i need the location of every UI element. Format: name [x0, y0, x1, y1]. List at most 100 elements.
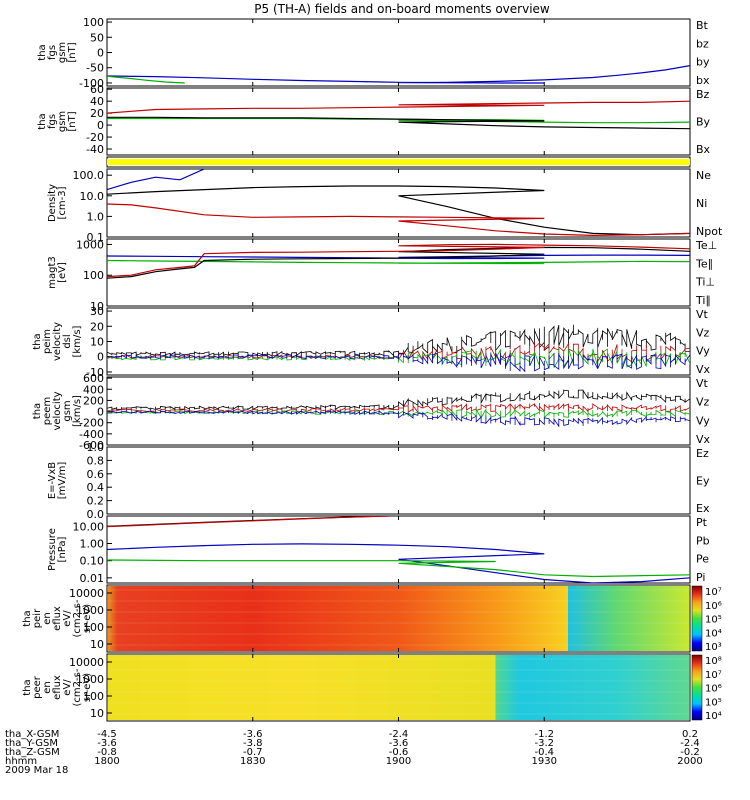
y-tick-label: 0	[97, 406, 104, 419]
footer-row-label: hhmm	[5, 756, 37, 767]
panel-10: tha peir en eflux eV/(cm2-s-sr-eV)1000010001…	[22, 584, 722, 653]
y-axis-label-line: peir	[32, 608, 43, 628]
legend-entry: Vz	[696, 396, 710, 409]
spectrogram-texture	[108, 589, 689, 591]
y-tick-label: 100	[83, 690, 104, 703]
y-axis-label-line: tha	[37, 113, 48, 129]
y-axis-label-line: Pressure	[47, 528, 58, 571]
y-tick-label: 100.0	[73, 169, 105, 182]
panel-5: magt3 [eV] 1000 100 10 Te⊥ Te∥ Ti⊥ Ti∥	[47, 238, 717, 313]
y-tick-label: 0.6	[87, 468, 105, 481]
y-tick-label: 1.0	[87, 441, 105, 454]
series-te	[107, 243, 690, 278]
y-axis-label: tha fgs gsm [nT]	[37, 42, 78, 63]
y-tick-label: 400	[83, 383, 104, 396]
y-tick-label: 20	[90, 320, 104, 333]
legend-entry: Vy	[696, 345, 710, 358]
y-axis-label: tha peer en eflux eV/(cm2-s-sr-eV)	[22, 668, 93, 706]
series-npot	[107, 169, 205, 191]
footer-value: -0.8	[97, 747, 117, 758]
legend-entry: Npot	[696, 225, 723, 238]
panel-11: tha peer en eflux eV/(cm2-s-sr-eV)1000010001…	[22, 653, 722, 722]
footer-row-label: tha_Y-GSM	[5, 738, 58, 749]
series-group	[107, 64, 690, 84]
colorbar: 10⁸ 10⁷ 10⁶ 10⁵ 10⁴	[691, 654, 722, 722]
y-axis-label-line: (cm2-s-	[72, 668, 83, 706]
spectrogram-texture	[108, 669, 689, 671]
legend-entry: Bt	[696, 19, 709, 32]
y-tick-label: 0.01	[80, 572, 105, 585]
y-axis-label-line: sr-eV)	[82, 604, 93, 633]
y-axis-label-line: en	[42, 681, 53, 694]
colorbar-label: 10⁵	[705, 697, 722, 708]
y-axis-label-line: sr-eV)	[82, 673, 93, 702]
legend-entry: Ez	[696, 447, 709, 460]
legend: Pt Pb Pe Pi	[696, 516, 710, 584]
y-tick-label: -50	[86, 62, 104, 75]
footer-value: -0.6	[389, 747, 409, 758]
footer-value: -3.2	[534, 738, 554, 749]
series-ti	[107, 254, 690, 260]
series-group	[107, 243, 690, 279]
y-axis-label-line: eflux	[52, 675, 63, 700]
panel-frame	[106, 18, 691, 87]
y-tick-label: 600	[83, 372, 104, 385]
y-axis-label-line: peer	[32, 675, 43, 699]
footer-value: -1.2	[534, 729, 554, 740]
panel-6: tha peim velocity dsl [km/s] 30 20 10 0 -10 Vt Vz Vy…	[32, 305, 711, 379]
spectrogram-texture	[108, 600, 689, 602]
footer-value: -3.6	[97, 738, 117, 749]
y-axis-label-line: fgs	[47, 45, 58, 60]
legend-entry: Ti⊥	[695, 276, 715, 289]
series-group	[107, 516, 690, 583]
panel-frame	[106, 168, 691, 238]
y-tick-label: 0	[97, 47, 104, 60]
footer-value: -3.8	[243, 738, 263, 749]
legend-entry: Ex	[696, 502, 710, 515]
legend-entry: Te∥	[695, 257, 713, 270]
panel-frame	[106, 307, 691, 376]
y-axis-label-line: E=-VxB	[47, 462, 58, 499]
legend-entry: Vz	[696, 326, 710, 339]
legend-entry: bz	[696, 37, 709, 50]
y-axis-label-line: tha	[37, 44, 48, 60]
legend-entry: Pe	[696, 553, 709, 566]
series-ti	[107, 259, 690, 265]
legend-entry: Vy	[696, 414, 710, 427]
y-tick-label: 1000	[76, 604, 104, 617]
y-tick-label: 1.0	[87, 210, 105, 223]
y-axis-label-line: [km/s]	[72, 325, 83, 357]
y-axis-label-line: (cm2-s-	[72, 599, 83, 637]
series-bx	[107, 116, 690, 146]
y-tick-label: -40	[86, 143, 104, 156]
footer-value: -0.2	[680, 747, 700, 758]
colorbar-label: 10⁴	[705, 628, 722, 639]
colorbar-label: 10⁸	[705, 656, 722, 667]
y-tick-label: 0	[97, 351, 104, 364]
y-axis-label-line: tha	[32, 403, 43, 419]
y-tick-label: 100	[83, 16, 104, 29]
spectrogram-texture	[108, 633, 689, 635]
footer-value: -0.4	[534, 747, 554, 758]
colorbar: 10⁷ 10⁶ 10⁵ 10⁴ 10³	[691, 585, 722, 653]
footer-value: -0.7	[243, 747, 263, 758]
panel-frame	[106, 446, 691, 515]
legend-entry: Ni	[696, 197, 707, 210]
legend: Te⊥ Te∥ Ti⊥ Ti∥	[695, 239, 717, 307]
colorbar-label: 10⁶	[705, 684, 722, 695]
footer-date: 2009 Mar 18	[5, 765, 68, 776]
y-axis-label: tha peem velocity gsm [km/s]	[32, 391, 83, 430]
y-axis-label-line: [eV]	[57, 262, 68, 283]
y-axis-label-line: velocity	[52, 322, 63, 361]
spectrogram	[108, 586, 689, 651]
colorbar-label: 10⁴	[705, 711, 722, 722]
series-pb	[107, 516, 389, 528]
footer-value: -3.6	[243, 729, 263, 740]
y-axis-label-line: fgs	[47, 114, 58, 129]
footer-value: 1830	[240, 756, 265, 767]
series-group	[107, 169, 690, 237]
colorbar-label: 10⁵	[705, 615, 722, 626]
legend-entry: Bz	[696, 88, 710, 101]
y-axis-label-line: tha	[22, 610, 33, 626]
